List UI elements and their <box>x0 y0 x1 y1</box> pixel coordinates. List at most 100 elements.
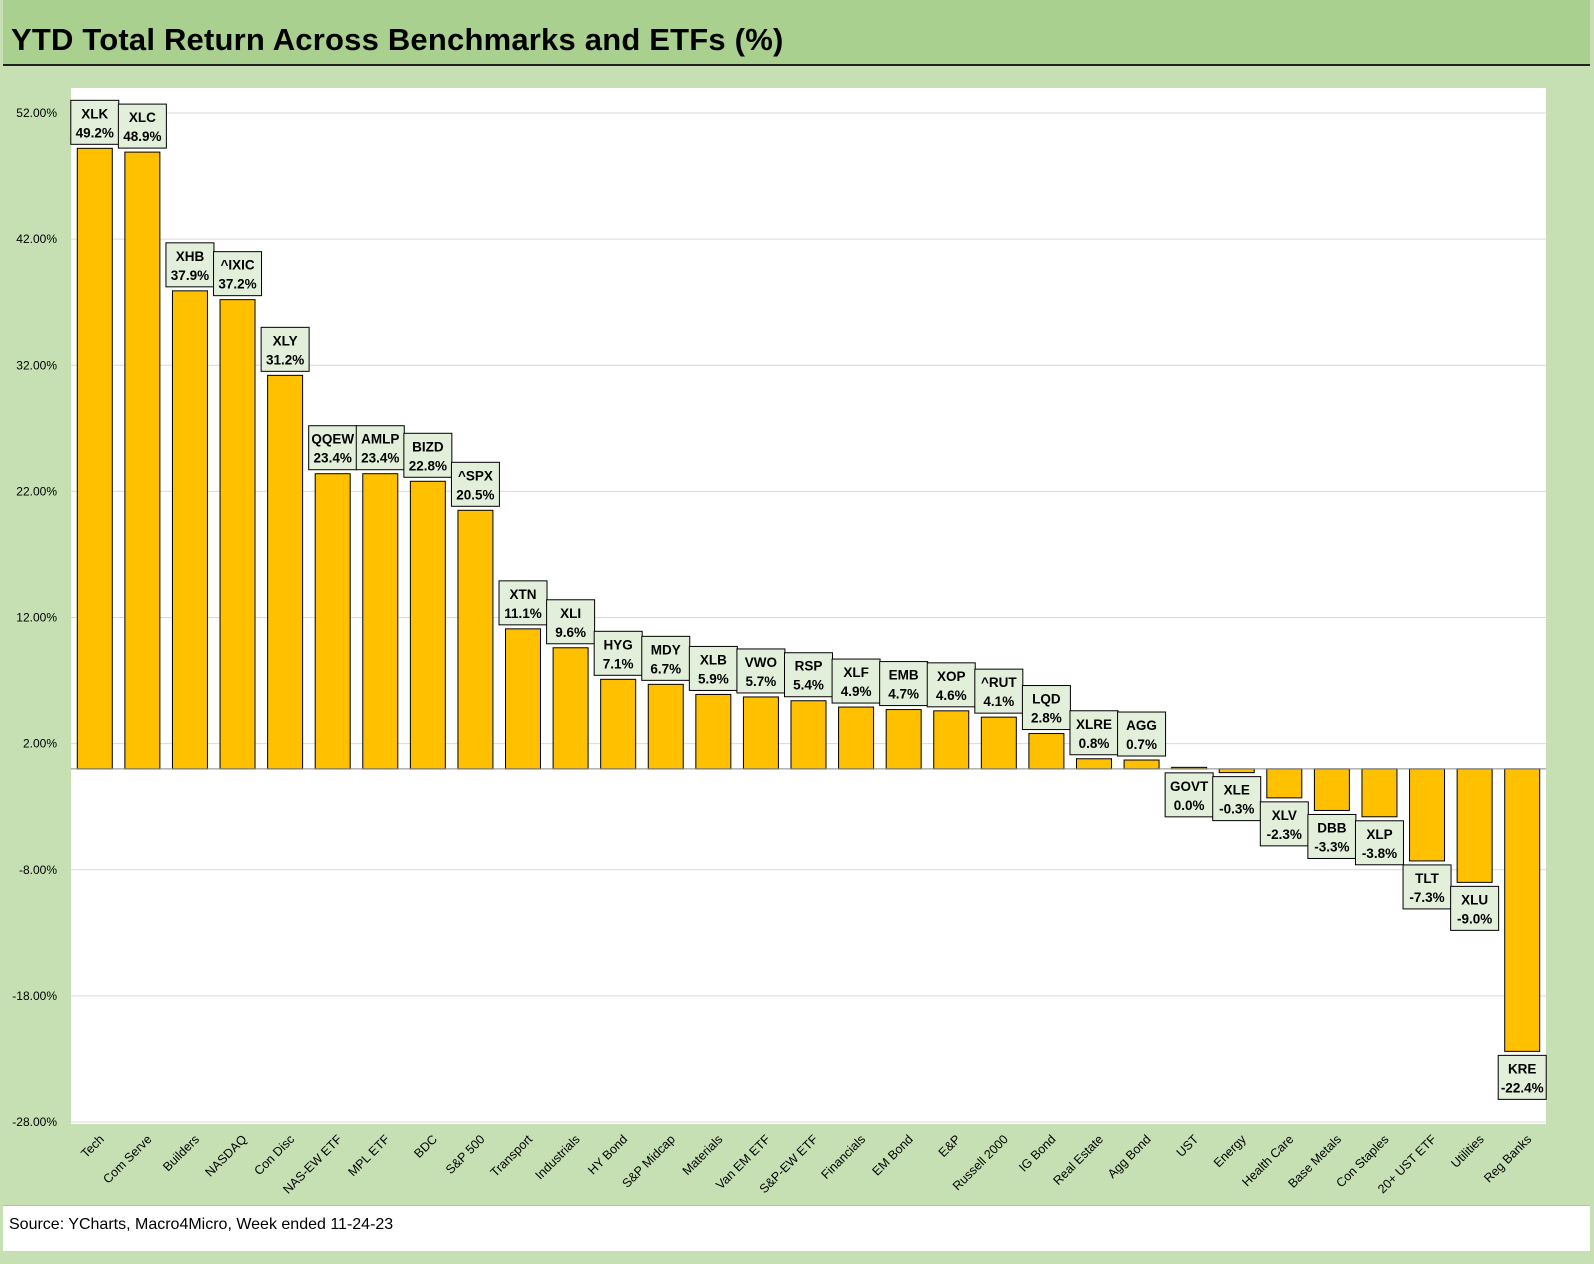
data-label-box <box>784 652 833 698</box>
data-label: XLRE 0.8% <box>1069 710 1119 756</box>
data-label-ticker: ^SPX <box>458 468 493 483</box>
x-tick-label: UST <box>1174 1132 1202 1160</box>
data-label-value: 20.5% <box>456 487 494 502</box>
y-tick-label: 32.00% <box>16 358 57 372</box>
data-label-value: 5.7% <box>746 674 777 689</box>
data-label-value: 2.8% <box>1031 711 1062 726</box>
data-label-box <box>450 461 500 507</box>
bar <box>314 473 351 770</box>
data-label-box <box>688 645 738 691</box>
data-label-ticker: MDY <box>651 642 681 657</box>
data-label-box <box>1402 864 1452 910</box>
x-tick-label: Materials <box>680 1132 726 1178</box>
x-tick-label: BDC <box>411 1132 440 1161</box>
bar <box>505 628 542 770</box>
data-label-value: 11.1% <box>504 606 542 621</box>
bar <box>1266 768 1303 799</box>
data-label-ticker: XLRE <box>1076 717 1112 732</box>
data-label-value: 4.1% <box>983 694 1014 709</box>
data-label-value: 23.4% <box>361 451 399 466</box>
y-tick-label: -28.00% <box>12 1115 57 1129</box>
data-label: DBB -3.3% <box>1307 813 1357 859</box>
data-label-value: 31.2% <box>266 352 304 367</box>
data-label-value: 0.8% <box>1079 736 1110 751</box>
data-label-value: 9.6% <box>555 625 586 640</box>
y-tick-label: 12.00% <box>16 611 57 625</box>
data-label-box <box>926 662 976 708</box>
data-label: AMLP 23.4% <box>355 425 405 471</box>
x-tick-label: Reg Banks <box>1481 1132 1534 1185</box>
data-label-box <box>1212 776 1262 822</box>
data-label-value: 23.4% <box>314 451 352 466</box>
bar <box>1409 768 1446 862</box>
data-label-ticker: EMB <box>889 668 919 683</box>
bar <box>647 683 684 770</box>
bar <box>1361 768 1398 818</box>
bar <box>124 151 161 770</box>
data-label-value: 4.6% <box>936 688 967 703</box>
data-label-ticker: RSP <box>795 659 823 674</box>
data-label: RSP 5.4% <box>784 652 833 698</box>
data-label-value: 4.9% <box>841 684 872 699</box>
data-label: XTN 11.1% <box>498 580 548 626</box>
data-label-box <box>1117 711 1167 757</box>
data-label-value: 5.9% <box>698 671 729 686</box>
y-tick-label: -8.00% <box>19 863 57 877</box>
data-label-value: 0.7% <box>1126 737 1157 752</box>
data-label-box <box>593 630 643 676</box>
data-label-box <box>831 658 881 704</box>
x-tick-label: NASDAQ <box>202 1132 249 1179</box>
data-label-ticker: XOP <box>937 669 966 684</box>
y-tick-label: 52.00% <box>16 106 57 120</box>
data-label-value: 22.8% <box>409 458 447 473</box>
x-tick-label: Agg Bond <box>1105 1132 1154 1181</box>
bar <box>838 706 875 770</box>
data-label-ticker: LQD <box>1032 692 1061 707</box>
data-label-ticker: GOVT <box>1170 779 1209 794</box>
x-tick-label: Financials <box>819 1132 869 1182</box>
source-bar: Source: YCharts, Macro4Micro, Week ended… <box>3 1205 1590 1251</box>
data-label: EMB 4.7% <box>879 661 929 707</box>
data-label-ticker: XHB <box>176 249 205 264</box>
bar <box>76 147 113 770</box>
bar <box>742 696 779 770</box>
data-label-ticker: XLY <box>273 333 298 348</box>
data-label-value: 48.9% <box>123 129 161 144</box>
data-label-value: 37.2% <box>218 277 256 292</box>
y-tick-label: 2.00% <box>23 737 57 751</box>
x-tick-label: Con Disc <box>251 1132 297 1178</box>
x-tick-label: Energy <box>1211 1132 1249 1170</box>
data-label-ticker: XLB <box>700 652 727 667</box>
data-label-box <box>1450 885 1500 931</box>
data-label: XLY 31.2% <box>260 326 310 372</box>
data-label-value: -2.3% <box>1267 827 1302 842</box>
bar <box>552 647 589 770</box>
bar <box>1218 768 1255 774</box>
data-label-box <box>736 648 786 694</box>
bar <box>1456 768 1493 883</box>
data-label: LQD 2.8% <box>1021 685 1071 731</box>
bar <box>885 709 922 770</box>
data-label-box <box>1069 710 1119 756</box>
data-label-box <box>213 251 263 297</box>
bar <box>1075 758 1112 770</box>
bar <box>1313 768 1350 811</box>
data-label-value: -0.3% <box>1219 802 1254 817</box>
x-tick-label: Utilities <box>1448 1132 1486 1170</box>
data-label-value: -7.3% <box>1409 890 1444 905</box>
y-tick-label: 42.00% <box>16 232 57 246</box>
y-tick-label: 22.00% <box>16 484 57 498</box>
data-label: AGG 0.7% <box>1117 711 1167 757</box>
data-label-box <box>974 668 1024 714</box>
bar <box>219 299 256 770</box>
x-tick-label: IG Bond <box>1016 1132 1058 1174</box>
data-label: XLC 48.9% <box>117 103 167 149</box>
data-label-value: 4.7% <box>888 687 919 702</box>
data-label-ticker: QQEW <box>311 432 354 447</box>
data-label-box <box>1259 801 1309 847</box>
data-label-ticker: XLC <box>129 110 156 125</box>
data-label-value: 49.2% <box>76 125 114 140</box>
data-label-box <box>1497 1054 1547 1100</box>
data-label-ticker: KRE <box>1508 1061 1537 1076</box>
